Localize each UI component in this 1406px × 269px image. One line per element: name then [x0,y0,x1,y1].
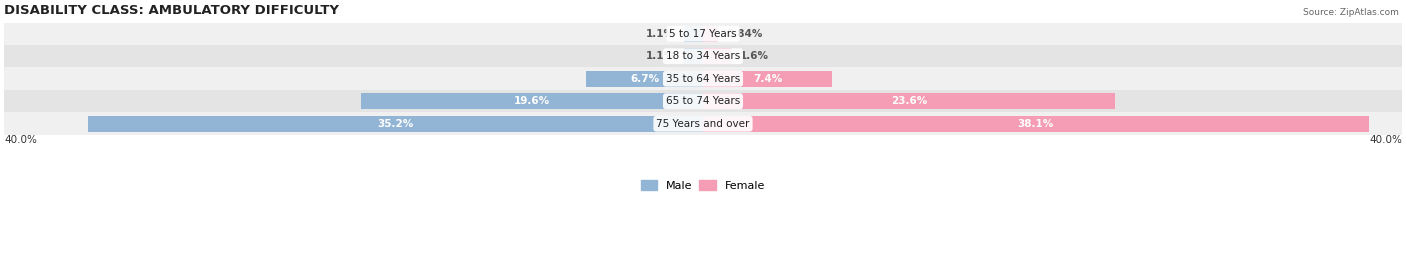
Bar [703,93,1115,109]
Text: DISABILITY CLASS: AMBULATORY DIFFICULTY: DISABILITY CLASS: AMBULATORY DIFFICULTY [4,4,339,17]
Bar [4,112,1402,135]
Text: 35 to 64 Years: 35 to 64 Years [666,74,740,84]
Bar [4,68,1402,90]
Text: 6.7%: 6.7% [630,74,659,84]
Text: 23.6%: 23.6% [891,96,928,106]
Text: 18 to 34 Years: 18 to 34 Years [666,51,740,61]
Bar [683,48,703,64]
Bar [4,23,1402,45]
Bar [4,45,1402,68]
Legend: Male, Female: Male, Female [641,180,765,191]
Text: 7.4%: 7.4% [754,74,782,84]
Bar [703,26,717,42]
Bar [683,26,703,42]
Text: 0.84%: 0.84% [727,29,763,39]
Bar [4,90,1402,112]
Text: 19.6%: 19.6% [513,96,550,106]
Text: 1.1%: 1.1% [645,29,675,39]
Text: 1.6%: 1.6% [740,51,769,61]
Text: 1.1%: 1.1% [645,51,675,61]
Text: 5 to 17 Years: 5 to 17 Years [669,29,737,39]
Text: 75 Years and over: 75 Years and over [657,119,749,129]
Text: 65 to 74 Years: 65 to 74 Years [666,96,740,106]
Bar [586,71,703,87]
Text: 35.2%: 35.2% [377,119,413,129]
Bar [703,71,832,87]
Bar [703,48,731,64]
Text: 40.0%: 40.0% [4,135,37,145]
Bar [703,116,1368,132]
Text: Source: ZipAtlas.com: Source: ZipAtlas.com [1303,8,1399,17]
Bar [360,93,703,109]
Text: 40.0%: 40.0% [1369,135,1402,145]
Text: 38.1%: 38.1% [1018,119,1054,129]
Bar [89,116,703,132]
